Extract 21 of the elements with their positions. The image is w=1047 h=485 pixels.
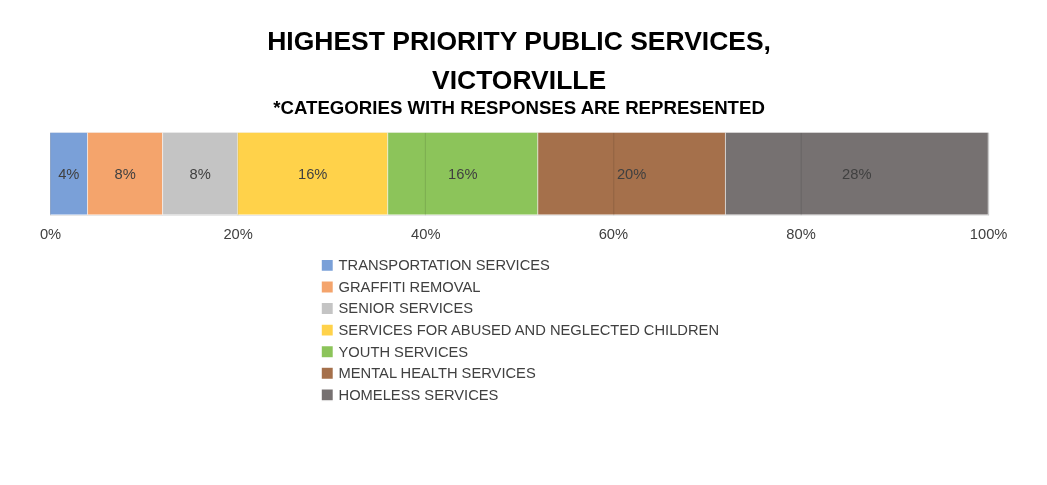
legend-label: YOUTH SERVICES [338, 343, 469, 360]
legend-label: HOMELESS SERVICES [338, 386, 499, 403]
x-tick-label: 20% [223, 225, 253, 242]
x-tick-label: 80% [786, 225, 816, 242]
data-label: 8% [189, 165, 211, 182]
data-label: 4% [58, 165, 80, 182]
data-label: 16% [297, 165, 328, 182]
data-label: 16% [448, 165, 478, 182]
legend-label: SENIOR SERVICES [338, 300, 474, 317]
legend-label: TRANSPORTATION SERVICES [338, 257, 551, 274]
data-label: 20% [616, 165, 647, 182]
x-tick-label: 100% [969, 225, 1008, 242]
chart-title: HIGHEST PRIORITY PUBLIC SERVICES, VICTORVILLE [267, 25, 771, 95]
legend-label: MENTAL HEALTH SERVICES [338, 365, 536, 382]
x-tick-label: 40% [411, 225, 441, 242]
legend-label: GRAFFITI REMOVAL [338, 278, 481, 295]
x-tick-label: 0% [39, 225, 62, 242]
data-label: 8% [114, 165, 136, 182]
x-tick-label: 60% [598, 225, 629, 242]
chart-subtitle: *CATEGORIES WITH RESPONSES ARE REPRESENTED [273, 96, 765, 118]
legend-label: SERVICES FOR ABUSED AND NEGLECTED CHILDREN [338, 322, 719, 339]
